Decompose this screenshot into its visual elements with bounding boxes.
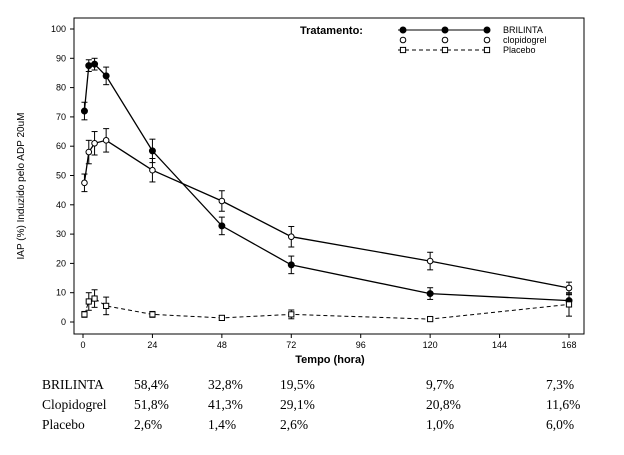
x-tick-label: 144	[492, 340, 507, 350]
legend-marker	[441, 36, 449, 44]
series-line	[83, 63, 570, 302]
y-axis-title: IAP (%) Induzido pelo ADP 20uM	[16, 113, 27, 260]
data-point	[218, 222, 226, 230]
summary-cell: 7,3%	[546, 377, 575, 392]
x-axis-title: Tempo (hora)	[295, 354, 365, 366]
summary-row-placebo: Placebo 2,6% 1,4% 2,6% 1,0% 6,0%	[40, 417, 620, 434]
legend-entry-clopidogrel: clopidogrel	[398, 35, 547, 45]
data-point	[91, 295, 98, 302]
legend-label: BRILINTA	[503, 25, 543, 35]
x-tick-label: 24	[147, 340, 157, 350]
y-tick-label: 100	[51, 24, 66, 34]
data-point	[85, 148, 93, 156]
data-point	[218, 314, 225, 321]
legend-marker	[441, 46, 449, 54]
data-point	[426, 290, 434, 298]
series-line	[83, 139, 570, 289]
legend-marker	[483, 36, 491, 44]
legend-entry-brilinta: BRILINTA	[398, 25, 543, 35]
summary-cell: 9,7%	[426, 377, 455, 392]
data-point	[80, 107, 88, 115]
summary-cell: 1,0%	[426, 417, 455, 432]
series-layer	[80, 57, 573, 323]
chart: 0 24 48 72 96 120 144 168 0 10 20 30 40 50 60 70 80 90 10…	[16, 17, 585, 366]
data-point	[426, 257, 434, 265]
data-point	[102, 72, 110, 80]
legend-entry-placebo: Placebo	[398, 45, 536, 55]
summary-cell: 2,6%	[134, 417, 163, 432]
data-point	[81, 179, 88, 187]
summary-row-label: Clopidogrel	[42, 397, 107, 412]
summary-cell: 1,4%	[208, 417, 237, 432]
data-point	[148, 147, 156, 155]
legend-marker	[399, 26, 407, 34]
x-tick-label: 168	[561, 340, 576, 350]
data-point	[287, 233, 295, 241]
y-tick-label: 0	[61, 317, 66, 327]
series-clopidogrel	[81, 128, 573, 295]
y-tick-label: 90	[56, 53, 66, 63]
x-ticks: 0 24 48 72 96 120 144 168	[80, 334, 577, 350]
summary-cell: 2,6%	[280, 417, 309, 432]
plot-frame	[73, 17, 585, 335]
legend-marker	[399, 46, 407, 54]
series-placebo	[81, 289, 573, 323]
summary-row-clopidogrel: Clopidogrel 51,8% 41,3% 29,1% 20,8% 11,6…	[40, 397, 620, 414]
summary-row-label: Placebo	[42, 417, 85, 432]
legend-marker	[483, 46, 491, 54]
x-tick-label: 120	[423, 340, 438, 350]
summary-cell: 41,3%	[208, 397, 243, 412]
data-point	[565, 301, 573, 308]
summary-cell: 19,5%	[280, 377, 315, 392]
summary-cell: 20,8%	[426, 397, 461, 412]
data-point	[288, 311, 295, 318]
summary-cell: 32,8%	[208, 377, 243, 392]
legend-label: Placebo	[503, 45, 536, 55]
data-point	[149, 311, 156, 318]
data-point	[81, 311, 88, 318]
x-tick-label: 72	[286, 340, 296, 350]
y-tick-label: 20	[56, 258, 66, 268]
summary-cell: 6,0%	[546, 417, 575, 432]
data-point	[91, 60, 99, 68]
y-tick-label: 80	[56, 83, 66, 93]
y-tick-label: 60	[56, 141, 66, 151]
summary-row-brilinta: BRILINTA 58,4% 32,8% 19,5% 9,7% 7,3%	[40, 377, 620, 394]
summary-row-label: BRILINTA	[42, 377, 104, 392]
data-point	[287, 261, 295, 269]
series-line	[83, 298, 570, 320]
y-tick-label: 30	[56, 229, 66, 239]
data-point	[85, 62, 93, 70]
x-tick-label: 96	[356, 340, 366, 350]
y-tick-label: 10	[56, 288, 66, 298]
legend-label: clopidogrel	[503, 35, 547, 45]
data-point	[218, 197, 226, 205]
x-tick-label: 0	[80, 340, 85, 350]
legend-marker	[483, 26, 491, 34]
data-point	[91, 139, 98, 147]
y-tick-label: 70	[56, 112, 66, 122]
summary-cell: 51,8%	[134, 397, 169, 412]
y-tick-label: 50	[56, 171, 66, 181]
summary-cell: 58,4%	[134, 377, 169, 392]
legend-title: Tratamento:	[300, 25, 363, 37]
data-point	[85, 298, 92, 305]
data-point	[149, 166, 156, 174]
data-point	[103, 302, 110, 309]
legend-marker	[441, 26, 449, 34]
y-ticks: 0 10 20 30 40 50 60 70 80 90 100	[51, 24, 74, 327]
x-tick-label: 48	[217, 340, 227, 350]
summary-cell: 29,1%	[280, 397, 315, 412]
axes	[73, 17, 585, 335]
summary-cell: 11,6%	[546, 397, 581, 412]
data-point	[427, 315, 434, 323]
data-point	[102, 137, 110, 144]
data-point	[565, 284, 573, 292]
y-tick-label: 40	[56, 200, 66, 210]
legend-marker	[399, 36, 407, 44]
summary-table: BRILINTA 58,4% 32,8% 19,5% 9,7% 7,3% Clo…	[40, 377, 624, 437]
